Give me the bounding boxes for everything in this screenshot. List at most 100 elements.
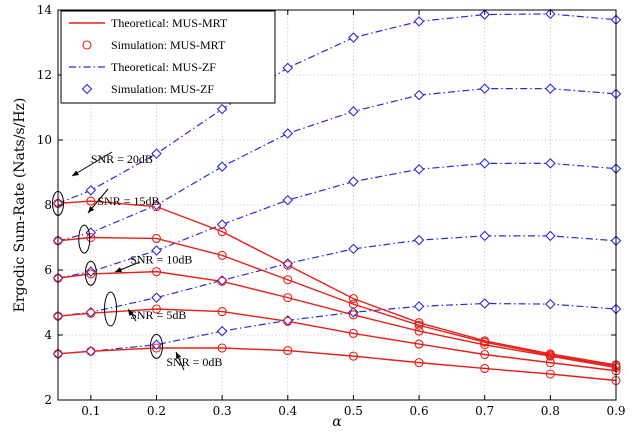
zf-sim-marker	[545, 83, 556, 94]
mrt-sim-marker	[86, 269, 96, 279]
mrt-sim-marker	[86, 232, 96, 243]
legend: Theoretical: MUS-MRT Simulation: MUS-MRT T…	[60, 10, 276, 104]
zf-sim-marker	[413, 16, 425, 27]
zf-sim-marker	[216, 161, 228, 172]
zf-theory-line-20dB	[57, 13, 617, 204]
mrt-theory-line-0dB	[57, 347, 617, 382]
snr-ellipse	[52, 190, 64, 216]
zf-theory-line-5dB	[57, 235, 617, 317]
mrt-sim-marker	[283, 346, 293, 356]
mrt-sim-marker	[86, 196, 96, 206]
zf-theory-line-15dB	[57, 88, 617, 242]
mrt-sim-marker	[414, 339, 424, 349]
zf-sim-marker	[85, 185, 97, 196]
annotation-arrowhead	[176, 352, 182, 359]
zf-sim-marker	[348, 176, 359, 187]
zf-sim-marker	[85, 266, 97, 277]
zf-theory-line-10dB	[57, 162, 617, 279]
x-tick-label: 0.6	[410, 404, 429, 418]
mrt-sim-marker	[151, 233, 162, 244]
annotation-arrowhead	[128, 309, 134, 316]
mrt-sim-marker	[151, 304, 162, 314]
mrt-sim-marker	[217, 343, 227, 353]
zf-sim-marker	[348, 306, 359, 318]
legend-label: Theoretical: MUS-ZF	[111, 60, 216, 74]
zf-sim-marker	[216, 325, 228, 337]
zf-sim-marker	[479, 230, 490, 242]
annotation-arrowhead	[88, 206, 95, 213]
mrt-sim-marker	[283, 293, 293, 303]
annotation-arrowhead	[115, 267, 122, 273]
y-tick-label: 12	[37, 68, 52, 82]
legend-swatch-diamond	[81, 83, 93, 95]
x-tick-label: 0.5	[344, 404, 363, 418]
zf-sim-marker	[413, 89, 425, 101]
x-axis-label: α	[332, 414, 342, 430]
x-tick-label: 0.9	[606, 404, 625, 418]
zf-sim-marker	[413, 301, 425, 312]
snr-label: SNR = 10dB	[130, 253, 192, 267]
mrt-sim-marker	[283, 275, 293, 285]
mrt-sim-marker	[414, 318, 424, 328]
legend-label: Theoretical: MUS-MRT	[111, 16, 228, 30]
mrt-theory-line-5dB	[57, 308, 617, 372]
snr-label: SNR = 5dB	[130, 308, 186, 322]
zf-sim-marker	[216, 219, 228, 230]
legend-label: Simulation: MUS-ZF	[111, 82, 214, 96]
legend-box	[60, 10, 276, 104]
ticks: 0.1 0.2 0.3 0.4 0.5 0.6 0.7 0.8 0.9 2 4 6 8 10 12 14	[37, 3, 626, 418]
zf-sim-marker	[282, 194, 294, 206]
zf-sim-marker	[413, 234, 425, 246]
mrt-sim-marker	[348, 328, 358, 338]
annotation-arrowhead	[72, 170, 79, 176]
snr-ellipse	[104, 291, 118, 327]
legend-label: Simulation: MUS-MRT	[111, 38, 226, 52]
mrt-sim-marker	[151, 267, 162, 277]
y-tick-label: 2	[44, 393, 52, 407]
zf-sim-marker	[545, 230, 556, 242]
mrt-sim-marker	[348, 299, 358, 309]
zf-sim-marker	[282, 62, 294, 74]
x-tick-label: 0.7	[475, 404, 494, 418]
x-tick-label: 0.2	[147, 404, 166, 418]
mrt-theory-line-20dB	[57, 200, 617, 366]
legend-swatch-circle	[82, 40, 92, 50]
zf-sim-marker	[282, 128, 294, 139]
y-tick-label: 4	[44, 328, 52, 342]
y-tick-label: 10	[37, 133, 52, 147]
mrt-sim-marker	[283, 260, 293, 270]
zf-sim-marker	[479, 158, 490, 169]
mrt-sim-marker	[151, 202, 162, 212]
y-tick-label: 6	[44, 263, 52, 277]
zf-sim-marker	[413, 163, 425, 175]
mrt-sim-marker	[283, 316, 293, 326]
mrt-sim-marker	[217, 227, 227, 237]
zf-sim-marker	[151, 339, 162, 351]
snr-ellipse	[84, 260, 97, 286]
mrt-sim-marker	[480, 349, 490, 360]
y-axis-label: Ergodic Sum-Rate (Nats/s/Hz)	[12, 98, 28, 313]
mrt-sim-marker	[545, 369, 555, 379]
zf-sim-marker	[151, 245, 162, 256]
zf-sim-marker	[348, 106, 359, 117]
x-tick-label: 0.1	[81, 404, 100, 418]
mrt-sim-marker	[414, 320, 424, 330]
mrt-sim-marker	[86, 346, 96, 356]
series	[57, 13, 617, 382]
x-tick-label: 0.8	[541, 404, 560, 418]
zf-sim-marker	[479, 83, 490, 94]
snr-label: SNR = 15dB	[97, 194, 159, 208]
zf-sim-marker	[545, 158, 556, 169]
mrt-sim-marker	[217, 276, 227, 286]
y-tick-label: 14	[37, 3, 53, 17]
zf-sim-marker	[479, 298, 490, 309]
mrt-sim-marker	[480, 340, 490, 350]
mrt-sim-marker	[348, 351, 358, 361]
mrt-theory-line-10dB	[57, 270, 617, 369]
zf-sim-marker	[151, 148, 162, 159]
mrt-sim-marker	[151, 343, 162, 353]
mrt-sim-marker	[217, 250, 227, 260]
mrt-sim-marker	[480, 363, 490, 374]
